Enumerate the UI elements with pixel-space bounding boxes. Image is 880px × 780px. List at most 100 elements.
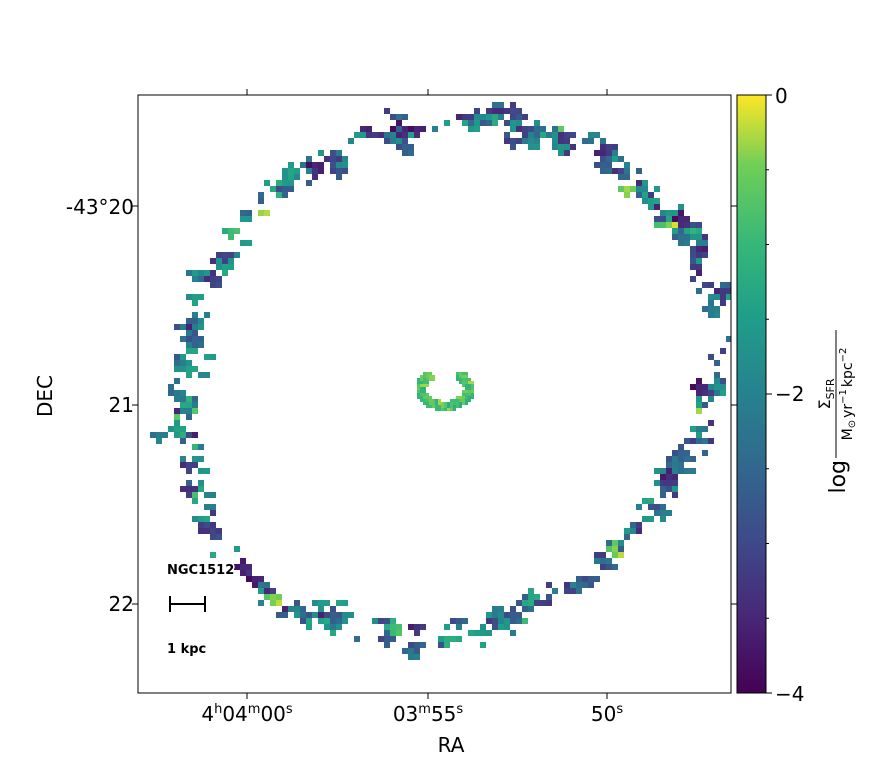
outer-ring-pixel — [498, 606, 504, 612]
outer-ring-pixel — [180, 432, 186, 438]
outer-ring-pixel — [696, 288, 702, 294]
outer-ring-pixel — [684, 216, 690, 222]
outer-ring-pixel — [534, 126, 540, 132]
outer-ring-pixel — [678, 204, 684, 210]
outer-ring-pixel — [510, 144, 516, 150]
plot-area — [138, 95, 731, 693]
outer-ring-pixel — [168, 384, 174, 390]
outer-ring-pixel — [504, 132, 510, 138]
outer-ring-pixel — [504, 138, 510, 144]
outer-ring-pixel — [618, 168, 624, 174]
outer-ring-pixel — [324, 600, 330, 606]
outer-ring-pixel — [666, 462, 672, 468]
outer-ring-pixel — [528, 588, 534, 594]
outer-ring-pixel — [702, 450, 708, 456]
outer-ring-pixel — [336, 612, 342, 618]
outer-ring-pixel — [666, 210, 672, 216]
outer-ring-pixel — [522, 114, 528, 120]
outer-ring-pixel — [384, 618, 390, 624]
outer-ring-pixel — [666, 474, 672, 480]
outer-ring-pixel — [672, 234, 678, 240]
outer-ring-pixel — [510, 120, 516, 126]
outer-ring-pixel — [300, 618, 306, 624]
outer-ring-pixel — [660, 510, 666, 516]
outer-ring-pixel — [552, 138, 558, 144]
outer-ring-pixel — [312, 162, 318, 168]
outer-ring-pixel — [726, 288, 731, 294]
outer-ring-pixel — [528, 594, 534, 600]
outer-ring-pixel — [204, 492, 210, 498]
outer-ring-pixel — [528, 606, 534, 612]
outer-ring-pixel — [414, 126, 420, 132]
colorbar-label-denominator: M⊙yr−1kpc−2 — [838, 348, 858, 441]
outer-ring-pixel — [318, 150, 324, 156]
outer-ring-pixel — [492, 618, 498, 624]
outer-ring-pixel — [522, 606, 528, 612]
outer-ring-pixel — [684, 234, 690, 240]
outer-ring-pixel — [342, 618, 348, 624]
outer-ring-pixel — [168, 426, 174, 432]
outer-ring-pixel — [174, 420, 180, 426]
outer-ring-pixel — [312, 174, 318, 180]
outer-ring-pixel — [636, 168, 642, 174]
outer-ring-pixel — [282, 168, 288, 174]
outer-ring-pixel — [546, 132, 552, 138]
outer-ring-pixel — [210, 528, 216, 534]
outer-ring-pixel — [576, 576, 582, 582]
outer-ring-pixel — [618, 546, 624, 552]
outer-ring-pixel — [678, 216, 684, 222]
outer-ring-pixel — [702, 234, 708, 240]
outer-ring-pixel — [654, 222, 660, 228]
outer-ring-pixel — [588, 576, 594, 582]
outer-ring-pixel — [654, 198, 660, 204]
outer-ring-pixel — [552, 132, 558, 138]
outer-ring-pixel — [216, 528, 222, 534]
outer-ring-pixel — [606, 564, 612, 570]
plot-frame — [137, 94, 732, 694]
outer-ring-pixel — [330, 618, 336, 624]
outer-ring-pixel — [606, 150, 612, 156]
outer-ring-pixel — [348, 138, 354, 144]
outer-ring-pixel — [240, 216, 246, 222]
outer-ring-pixel — [408, 126, 414, 132]
outer-ring-pixel — [240, 240, 246, 246]
outer-ring-pixel — [210, 276, 216, 282]
outer-ring-pixel — [192, 432, 198, 438]
outer-ring-pixel — [462, 120, 468, 126]
outer-ring-pixel — [600, 552, 606, 558]
outer-ring-pixel — [174, 408, 180, 414]
outer-ring-pixel — [294, 612, 300, 618]
outer-ring-pixel — [510, 630, 516, 636]
outer-ring-pixel — [270, 588, 276, 594]
outer-ring-pixel — [666, 480, 672, 486]
outer-ring-pixel — [390, 126, 396, 132]
outer-ring-pixel — [618, 156, 624, 162]
outer-ring-pixel — [552, 126, 558, 132]
outer-ring-pixel — [204, 522, 210, 528]
outer-ring-pixel — [510, 126, 516, 132]
outer-ring-pixel — [408, 624, 414, 630]
outer-ring-pixel — [384, 636, 390, 642]
outer-ring-pixel — [678, 444, 684, 450]
outer-ring-pixel — [264, 210, 270, 216]
outer-ring-pixel — [594, 132, 600, 138]
outer-ring-pixel — [228, 252, 234, 258]
outer-ring-pixel — [198, 270, 204, 276]
outer-ring-pixel — [612, 156, 618, 162]
outer-ring-pixel — [408, 642, 414, 648]
outer-ring-pixel — [234, 564, 240, 570]
outer-ring-pixel — [402, 126, 408, 132]
outer-ring-pixel — [228, 228, 234, 234]
outer-ring-pixel — [708, 420, 714, 426]
outer-ring-pixel — [276, 600, 282, 606]
outer-ring-pixel — [678, 462, 684, 468]
outer-ring-pixel — [222, 252, 228, 258]
outer-ring-pixel — [234, 546, 240, 552]
outer-ring-pixel — [264, 588, 270, 594]
outer-ring-pixel — [306, 156, 312, 162]
outer-ring-pixel — [714, 372, 720, 378]
outer-ring-pixel — [720, 348, 726, 354]
outer-ring-pixel — [492, 108, 498, 114]
outer-ring-pixel — [450, 636, 456, 642]
outer-ring-pixel — [414, 132, 420, 138]
